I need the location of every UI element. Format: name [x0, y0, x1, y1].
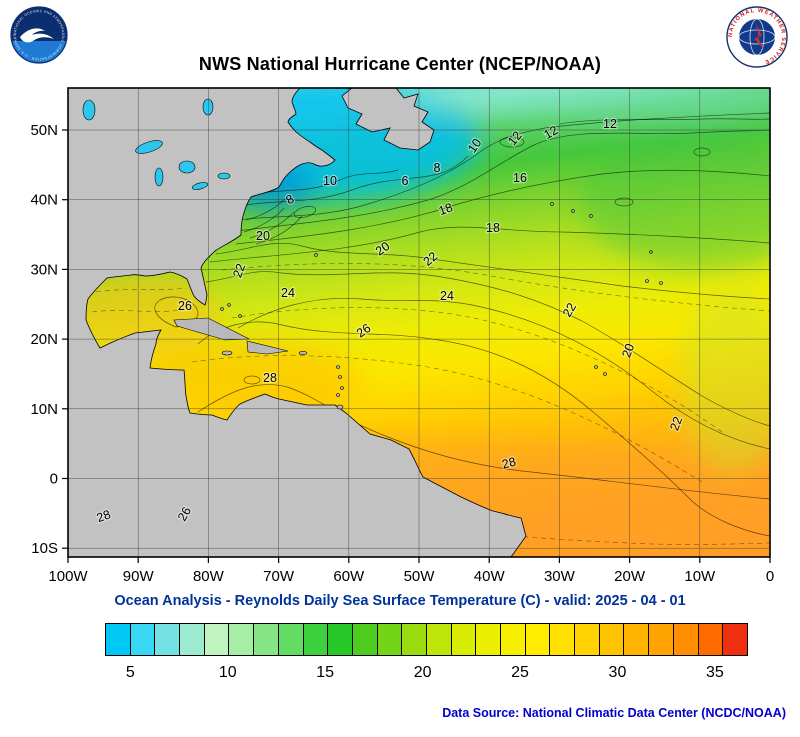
x-tick-label: 90W	[123, 568, 155, 585]
x-tick-label: 20W	[614, 568, 646, 585]
nws-logo: NATIONAL WEATHER SERVICE	[726, 6, 788, 68]
page-title: NWS National Hurricane Center (NCEP/NOAA…	[198, 54, 602, 74]
land-layer	[68, 88, 663, 557]
colorbar-cell	[328, 624, 353, 655]
contour-label: 12	[603, 117, 617, 131]
y-tick-label: 10N	[30, 401, 58, 418]
contour-label: 26	[178, 299, 192, 313]
colorbar-cell	[155, 624, 181, 655]
colorbar-cell	[278, 624, 304, 655]
x-tick-label: 80W	[193, 568, 225, 585]
colorbar-tick-label: 35	[705, 664, 724, 681]
colorbar-cell	[377, 624, 403, 655]
x-tick-label: 30W	[544, 568, 576, 585]
land-newfoundland-labrador	[341, 88, 435, 151]
colorbar-cell	[501, 624, 526, 655]
colorbar-cell	[402, 624, 427, 655]
colorbar-cell	[130, 624, 156, 655]
colorbar-cell	[303, 624, 329, 655]
colorbar-cell	[550, 624, 576, 655]
contour-label: 28	[500, 455, 517, 472]
noaa-emblem-border	[10, 6, 68, 64]
contour-label: 20	[256, 229, 270, 243]
colorbar-cell	[575, 624, 600, 655]
colorbar-cell	[673, 624, 699, 655]
contour-label: 10	[323, 174, 337, 188]
colorbar-cell	[229, 624, 255, 655]
contour-label: 24	[281, 286, 295, 300]
contour-label: 18	[437, 200, 455, 218]
colorbar-cell	[180, 624, 205, 655]
contour-label: 22	[667, 415, 685, 433]
colorbar-cell	[525, 624, 551, 655]
colorbar-cell	[106, 624, 131, 655]
colorbar-cell	[476, 624, 501, 655]
colorbar-cell	[204, 624, 230, 655]
colorbar-cell	[451, 624, 477, 655]
nws-globe-longitude	[749, 18, 765, 56]
noaa-gull-icon	[20, 28, 54, 43]
y-tick-label: 50N	[30, 122, 58, 139]
colorbar-cell	[599, 624, 625, 655]
island-puerto-rico	[298, 351, 308, 355]
y-tick-label: 30N	[30, 261, 58, 278]
colorbar-cell	[426, 624, 452, 655]
contour-label: 24	[440, 289, 454, 303]
nws-globe-latitude	[738, 29, 776, 45]
axis-labels: 100W 90W 80W 70W 60W 50W 40W 30W 20W 10W 0 50N 40N 30…	[30, 122, 774, 585]
colorbar-tick-label: 10	[218, 664, 237, 681]
x-tick-label: 100W	[48, 568, 88, 585]
y-tick-label: 10S	[31, 540, 58, 557]
x-tick-label: 50W	[404, 568, 436, 585]
data-source: Data Source: National Climatic Data Cent…	[442, 706, 786, 720]
island-jamaica	[221, 350, 233, 356]
nws-globe-icon	[739, 19, 775, 55]
x-tick-label: 10W	[684, 568, 716, 585]
x-tick-label: 70W	[263, 568, 295, 585]
contour-label: 28	[263, 371, 277, 385]
noaa-logo: NATIONAL OCEANIC AND ATMOSPHERIC ADMINIS…	[10, 6, 68, 64]
map-caption: Ocean Analysis - Reynolds Daily Sea Surf…	[114, 593, 686, 609]
land-americas	[68, 88, 527, 557]
great-lakes	[82, 98, 231, 190]
noaa-emblem-sea	[11, 41, 67, 63]
colorbar-cell	[624, 624, 650, 655]
colorbar-labels: 5 10 15 20 25 30 35	[105, 664, 748, 686]
y-tick-label: 20N	[30, 331, 58, 348]
colorbar-tick-label: 25	[511, 664, 529, 681]
island-bermuda	[314, 253, 318, 257]
colorbar-tick-label: 15	[316, 664, 335, 681]
contour-label: 28	[95, 507, 113, 525]
islands	[173, 202, 663, 410]
colorbar	[105, 623, 748, 656]
colorbar-tick-label: 5	[125, 664, 135, 681]
x-tick-label: 60W	[333, 568, 365, 585]
island-trinidad	[336, 404, 344, 410]
colorbar-cell	[352, 624, 378, 655]
contour-label: 20	[619, 342, 637, 360]
colorbar-tick-label: 30	[608, 664, 627, 681]
island-hispaniola	[246, 340, 289, 355]
x-tick-label: 40W	[474, 568, 506, 585]
contour-label: 18	[486, 221, 500, 235]
contour-label: 22	[230, 262, 248, 280]
contour-label: 8	[434, 161, 441, 175]
y-tick-label: 40N	[30, 192, 58, 209]
isotherm-contours	[68, 112, 770, 557]
island-cuba	[173, 317, 251, 341]
contour-label: 6	[402, 174, 409, 188]
x-tick-label: 0	[766, 568, 774, 585]
colorbar-cell	[723, 624, 747, 655]
y-tick-label: 0	[50, 471, 58, 488]
colorbar-tick-label: 20	[413, 664, 432, 681]
colorbar-cell	[698, 624, 724, 655]
colorbar-cell	[649, 624, 674, 655]
colorbar-cell	[254, 624, 279, 655]
contour-label: 16	[513, 171, 527, 185]
map-frame	[67, 87, 771, 558]
